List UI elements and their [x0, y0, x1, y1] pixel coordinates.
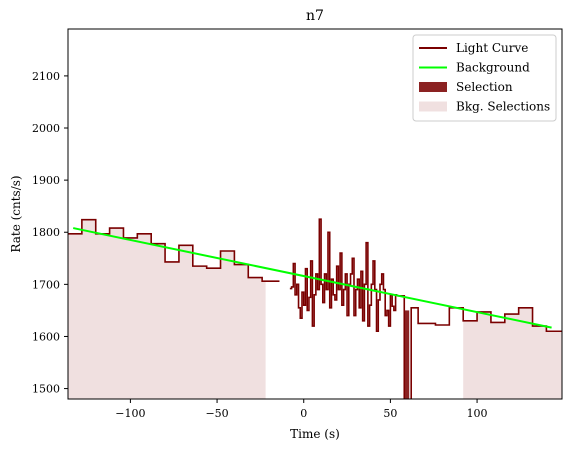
light-curve-pre	[68, 218, 280, 283]
x-tick-label: −50	[205, 407, 228, 420]
light-curve-dense	[289, 218, 398, 333]
y-axis-label: Rate (cnts/s)	[9, 175, 23, 252]
legend-label-0: Light Curve	[456, 41, 528, 55]
background-line	[72, 227, 552, 329]
y-tick-label: 2100	[32, 70, 60, 83]
y-axis: 1500 1600 1700 1800 1900 2000 2100	[32, 70, 68, 396]
y-tick-label: 1600	[32, 330, 60, 343]
x-tick-label: 50	[383, 407, 397, 420]
legend-swatch-3	[419, 101, 447, 112]
y-tick-label: 1900	[32, 174, 60, 187]
x-tick-label: −100	[115, 407, 145, 420]
bkg-selection-region-1	[463, 307, 562, 399]
x-axis: −100 −50 0 50 100	[115, 399, 488, 420]
y-tick-label: 1700	[32, 278, 60, 291]
x-tick-label: 100	[467, 407, 488, 420]
legend-label-1: Background	[456, 61, 530, 75]
bkg-selection-region-0	[68, 219, 266, 399]
y-tick-label: 1800	[32, 226, 60, 239]
x-tick-label: 0	[300, 407, 307, 420]
legend-label-2: Selection	[456, 80, 513, 94]
legend: Light Curve Background Selection Bkg. Selec…	[412, 34, 557, 122]
plot-area	[68, 218, 562, 399]
plot-frame	[67, 28, 563, 400]
legend-label-3: Bkg. Selections	[456, 100, 550, 114]
selection-region	[404, 310, 410, 399]
chart-title: n7	[306, 8, 324, 24]
x-axis-label: Time (s)	[290, 427, 340, 441]
legend-swatch-2	[419, 82, 447, 92]
legend-box	[412, 34, 557, 122]
y-tick-label: 1500	[32, 383, 60, 396]
y-tick-label: 2000	[32, 122, 60, 135]
light-curve-post	[397, 295, 562, 399]
